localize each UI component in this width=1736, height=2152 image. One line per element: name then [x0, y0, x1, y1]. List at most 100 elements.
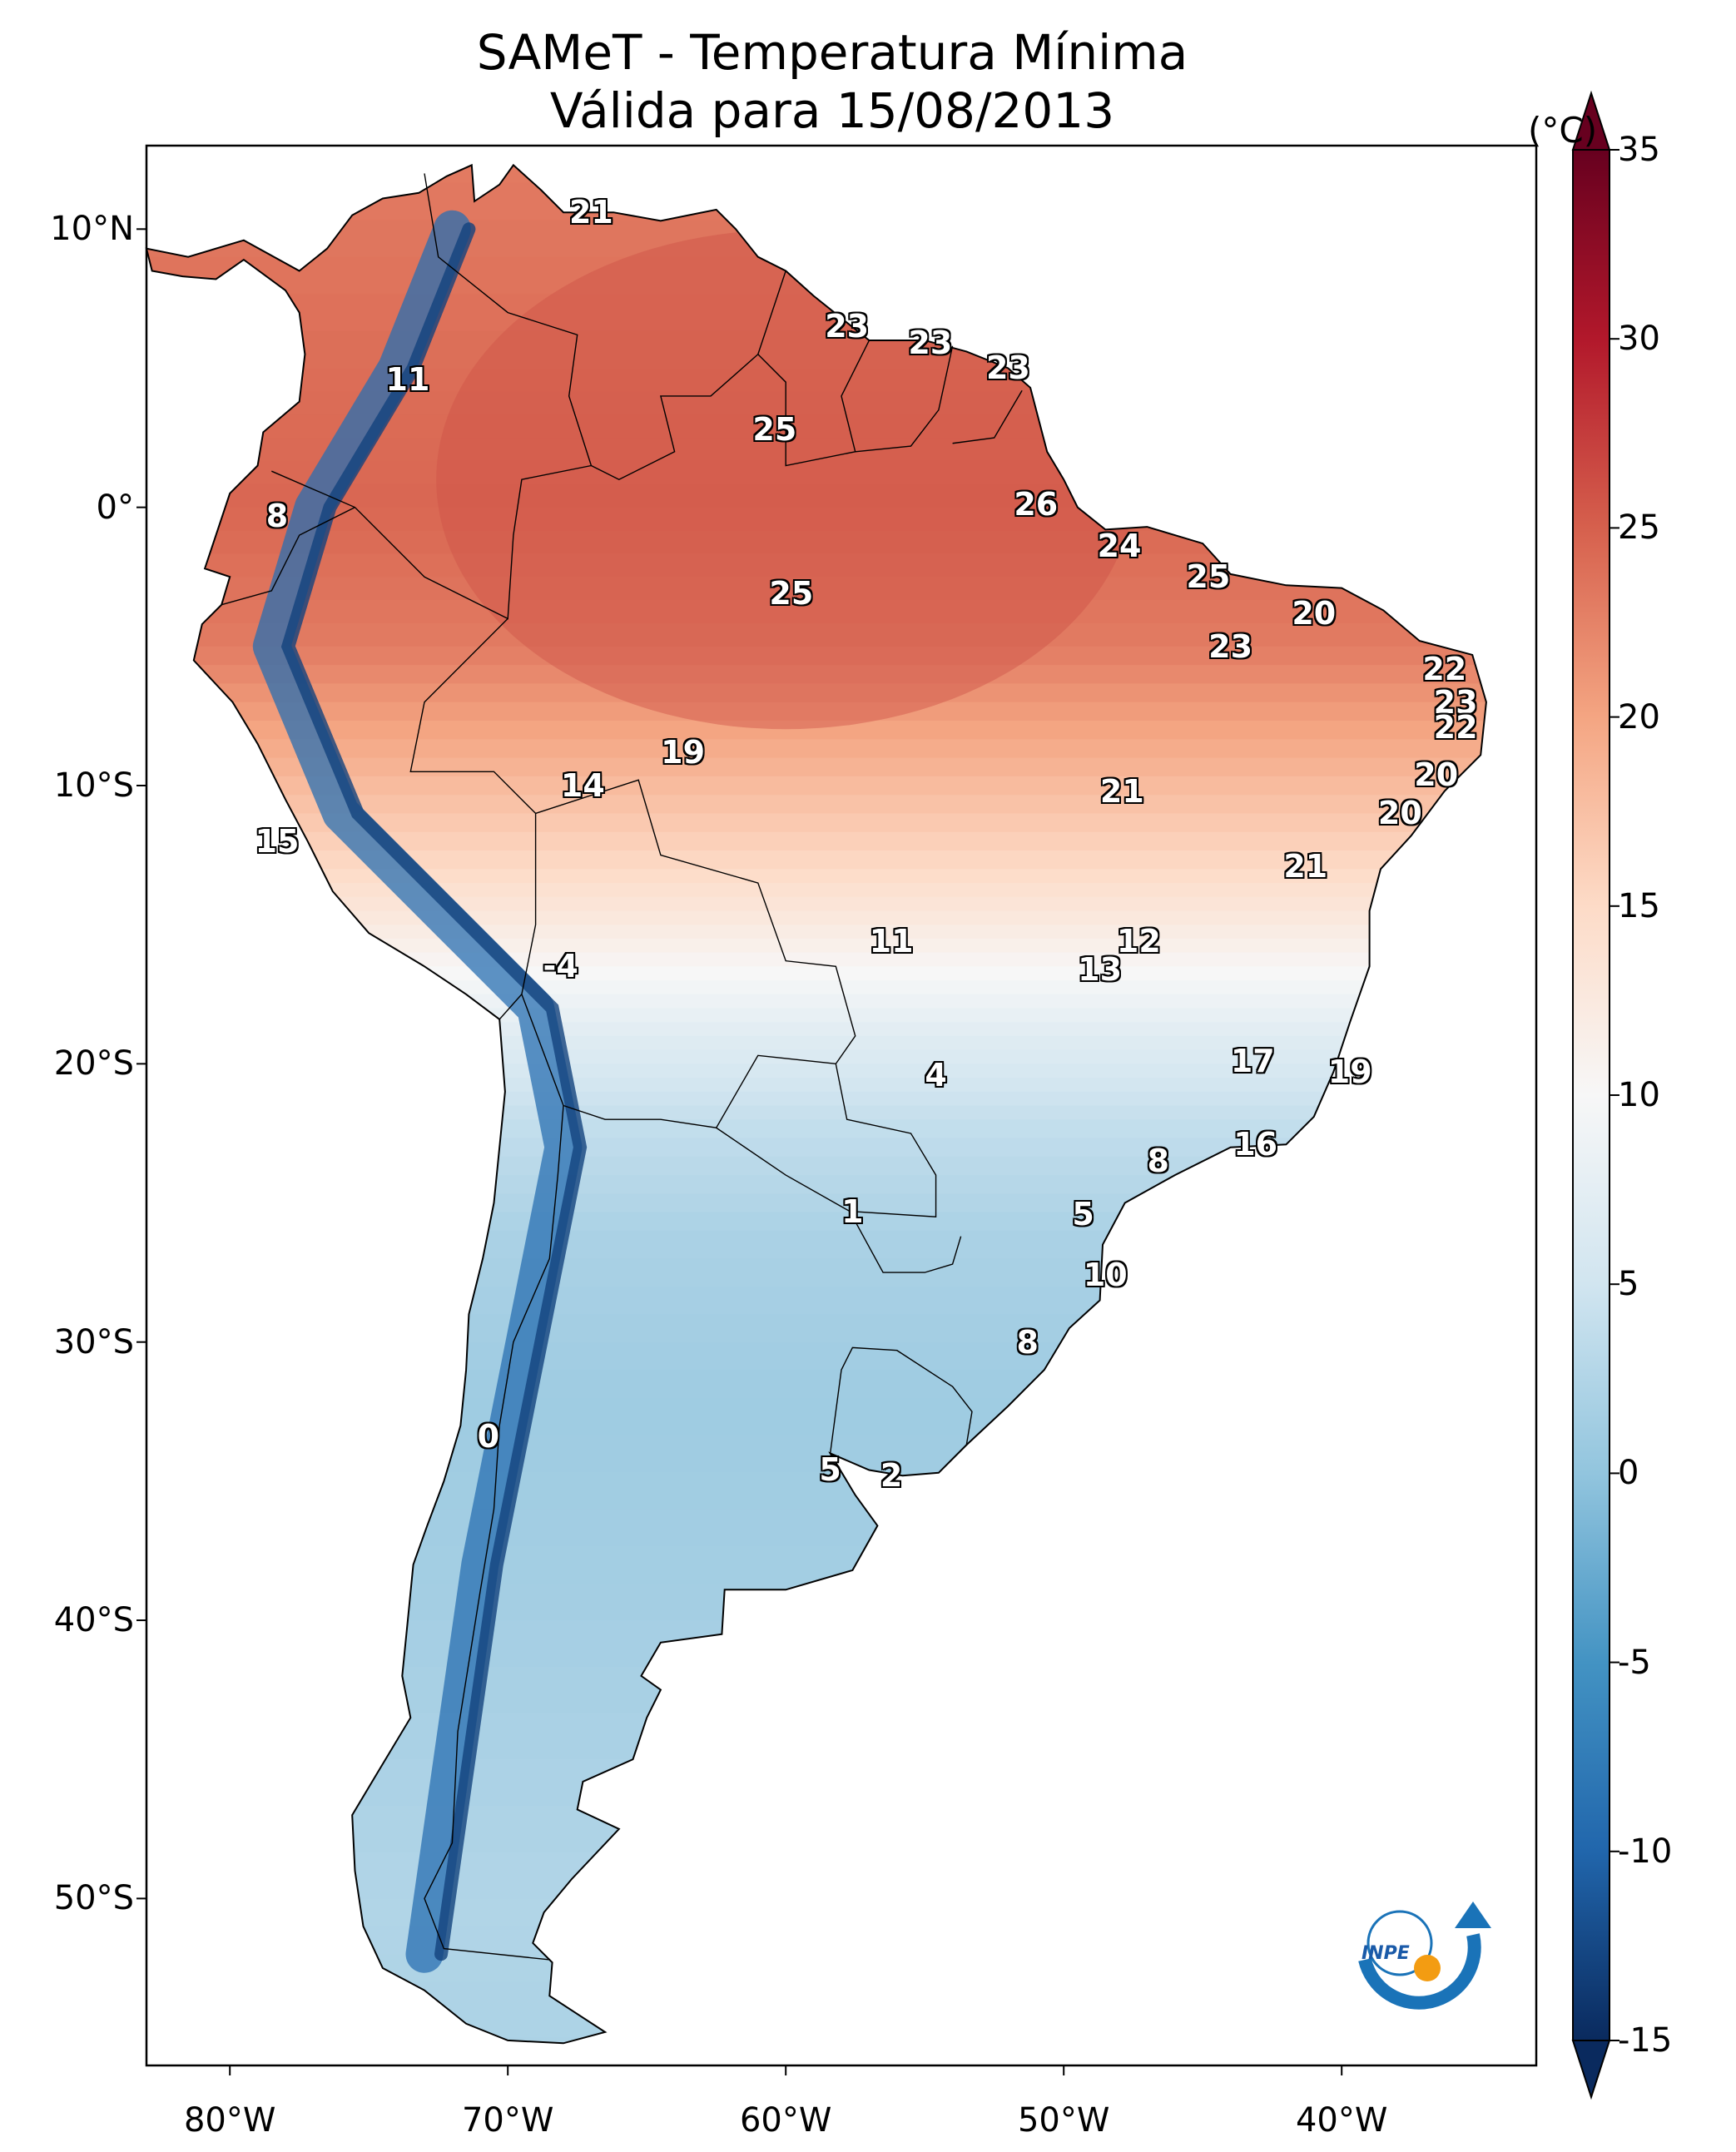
- temperature-band: [146, 182, 1486, 221]
- temperature-band: [146, 1314, 1486, 1343]
- map-subtitle: Válida para 15/08/2013: [549, 82, 1115, 139]
- temperature-bands: [146, 165, 1486, 2044]
- station-temperature-label: 23: [908, 325, 953, 362]
- station-temperature-label: 10: [1083, 1257, 1128, 1294]
- temperature-band: [146, 646, 1486, 667]
- station-temperature-label: 2: [880, 1457, 903, 1495]
- temperature-band: [146, 757, 1486, 777]
- station-temperature-label: 15: [255, 822, 300, 860]
- station-temperature-label: 22: [1422, 650, 1467, 687]
- temperature-band: [146, 739, 1486, 759]
- station-temperature-label: 16: [1233, 1126, 1278, 1163]
- temperature-band: [146, 952, 1486, 968]
- temperature-band: [146, 1805, 1486, 1853]
- colorbar-tick-label: 20: [1618, 697, 1660, 736]
- station-temperature-label: 8: [1147, 1143, 1169, 1180]
- temperature-band: [146, 1119, 1486, 1139]
- temperature-band: [146, 1258, 1486, 1287]
- temperature-band: [146, 1583, 1486, 1622]
- temperature-band: [146, 1286, 1486, 1316]
- station-temperature-label: 21: [1099, 772, 1144, 810]
- country-border: [757, 340, 870, 467]
- amazon-warm-zone: [436, 230, 1136, 730]
- lat-tick-label: 30°S: [53, 1322, 134, 1361]
- lon-tick-label: 50°W: [1017, 2101, 1110, 2140]
- colorbar-bar: [1572, 149, 1610, 2041]
- colorbar-tick-label: -10: [1618, 1832, 1673, 1871]
- temperature-band: [146, 702, 1486, 721]
- temperature-band: [146, 1620, 1486, 1668]
- station-temperature-label: 20: [1292, 594, 1337, 632]
- station-temperature-label: 1: [841, 1193, 864, 1230]
- coastline: [145, 163, 1487, 2045]
- temperature-band: [146, 1341, 1486, 1371]
- station-temperature-label: 5: [819, 1451, 841, 1489]
- temperature-band: [146, 1435, 1486, 1473]
- lon-tick-label: 40°W: [1295, 2101, 1388, 2140]
- station-temperature-label: 23: [1433, 683, 1478, 721]
- station-temperature-label: 8: [1016, 1323, 1039, 1361]
- temperature-band: [146, 1105, 1486, 1121]
- lon-tick-label: 60°W: [739, 2101, 832, 2140]
- temperature-band: [146, 600, 1486, 624]
- station-temperature-label: 20: [1414, 756, 1459, 793]
- colorbar-tick-label: -15: [1618, 2021, 1673, 2060]
- country-border: [716, 1064, 937, 1217]
- lat-tick-label: 10°S: [53, 766, 134, 805]
- temperature-band: [146, 883, 1486, 898]
- station-temperature-label: -4: [543, 948, 578, 985]
- temperature-band: [146, 896, 1486, 912]
- temperature-band: [146, 1471, 1486, 1510]
- map-frame: [145, 144, 1538, 2067]
- temperature-band: [146, 980, 1486, 995]
- temperature-band: [146, 1138, 1486, 1158]
- temperature-band: [146, 220, 1486, 258]
- temperature-band: [146, 910, 1486, 926]
- station-temperature-label: 11: [869, 923, 914, 960]
- station-temperature-label: 5: [1072, 1195, 1094, 1232]
- station-temperature-label: 17: [1230, 1043, 1275, 1079]
- country-border: [535, 779, 856, 1064]
- country-border: [855, 345, 954, 453]
- andes-cold-ridge: [252, 210, 583, 1973]
- station-temperature-label: 24: [1097, 528, 1142, 565]
- station-temperature-label: 25: [1186, 558, 1231, 596]
- temperature-band: [146, 925, 1486, 940]
- country-border: [409, 617, 537, 1020]
- temperature-band: [146, 795, 1486, 815]
- station-temperature-label: 23: [825, 308, 870, 345]
- station-temperature-label: 8: [265, 497, 289, 534]
- temperature-band: [146, 813, 1486, 833]
- temperature-band: [146, 1230, 1486, 1260]
- station-temperature-label: 19: [1327, 1054, 1372, 1091]
- colorbar-tick-label: 15: [1618, 886, 1660, 925]
- lat-tick-label: 0°: [96, 488, 134, 527]
- station-temperature-label: 14: [560, 767, 605, 804]
- temperature-band: [146, 850, 1486, 870]
- station-temperature-label: 21: [1283, 847, 1328, 885]
- temperature-band: [146, 665, 1486, 685]
- temperature-band: [146, 1156, 1486, 1177]
- station-temperature-label: 25: [769, 575, 814, 612]
- temperature-band: [146, 966, 1486, 982]
- temperature-band: [146, 1175, 1486, 1195]
- temperature-band: [146, 622, 1486, 647]
- country-border: [424, 1105, 564, 1961]
- temperature-band: [146, 1898, 1486, 1927]
- station-temperature-label: 22: [1433, 708, 1478, 746]
- lat-tick-label: 20°S: [53, 1044, 134, 1083]
- country-border: [849, 1211, 962, 1273]
- lon-tick-label: 70°W: [461, 2101, 554, 2140]
- temperature-band: [146, 1509, 1486, 1547]
- colorbar-unit: (°C): [1528, 110, 1598, 151]
- colorbar-tick-label: 5: [1618, 1265, 1639, 1304]
- temperature-band: [146, 994, 1486, 1009]
- country-border: [221, 507, 355, 606]
- lat-tick-label: 10°N: [50, 210, 134, 249]
- colorbar-tick-label: 25: [1618, 508, 1660, 548]
- temperature-band: [146, 1981, 1486, 2011]
- lat-tick-label: 50°S: [53, 1879, 134, 1918]
- colorbar-tick-label: 10: [1618, 1076, 1660, 1114]
- temperature-field: [136, 163, 1487, 2075]
